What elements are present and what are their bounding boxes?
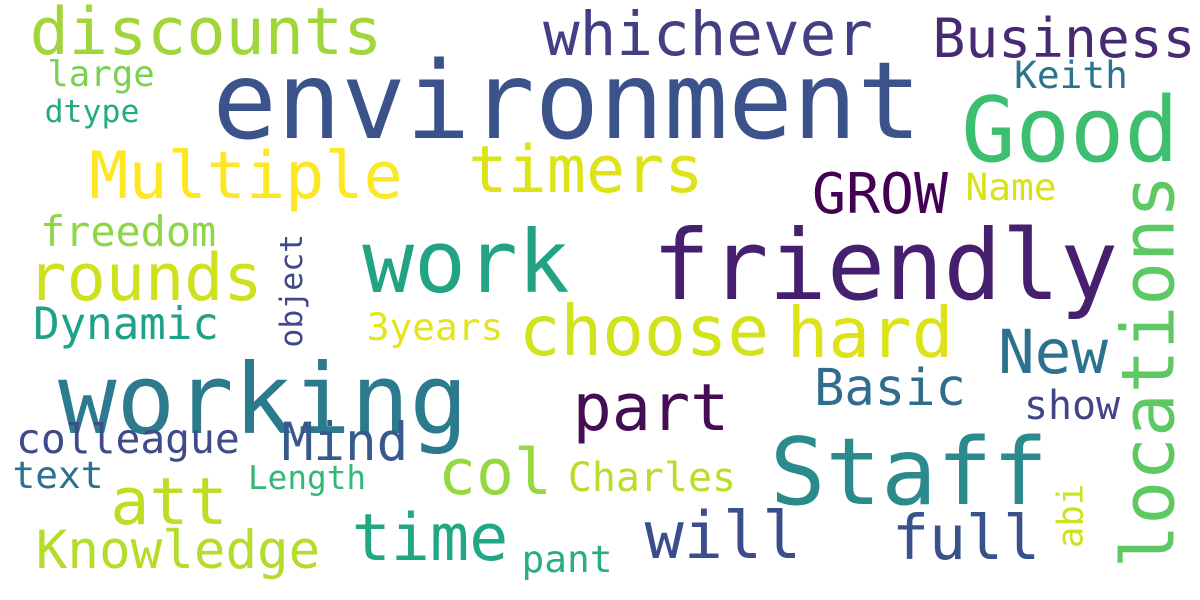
word-multiple: Multiple	[89, 139, 403, 215]
word-friendly: friendly	[652, 208, 1119, 322]
word-pant: pant	[521, 537, 613, 582]
word-time: time	[351, 501, 509, 577]
word-show: show	[1024, 383, 1121, 430]
word-object: object	[274, 234, 311, 348]
word-basic: Basic	[814, 357, 966, 417]
word-environment: environment	[212, 40, 922, 165]
word-mind: Mind	[281, 411, 409, 473]
word-rounds: rounds	[27, 241, 263, 317]
word-charles: Charles	[567, 455, 737, 502]
word-keith: Keith	[1014, 53, 1128, 98]
word-part: part	[572, 371, 730, 447]
word-dtype: dtype	[44, 94, 140, 131]
word-grow: GROW	[812, 161, 949, 227]
word-hard: hard	[786, 294, 954, 375]
word-discounts: discounts	[29, 0, 383, 71]
word-text: text	[12, 453, 104, 498]
word-large: large	[47, 54, 155, 96]
word-locations: locations	[1107, 174, 1192, 568]
word-dynamic: Dynamic	[33, 298, 219, 350]
word-abi: abi	[1050, 483, 1092, 549]
word-business: Business	[932, 5, 1196, 70]
word-knowledge: Knowledge	[35, 519, 321, 581]
word-whichever: whichever	[543, 0, 873, 70]
word-new: New	[998, 316, 1108, 388]
word-length: Length	[248, 458, 367, 497]
word-choose: choose	[518, 292, 770, 373]
word-colleague: colleague	[16, 415, 240, 464]
word-working: working	[58, 343, 469, 457]
word-good: Good	[961, 77, 1179, 183]
word-col: col	[438, 435, 552, 510]
word-full: full	[892, 502, 1041, 575]
word-name: Name	[965, 165, 1057, 210]
word-att: att	[110, 465, 228, 541]
word-timers: timers	[468, 133, 704, 209]
word-freedom: freedom	[40, 207, 217, 257]
word-work: work	[362, 212, 570, 313]
word-3years: 3years	[366, 305, 504, 350]
word-will: will	[644, 499, 802, 575]
word-staff: Staff	[769, 417, 1049, 526]
